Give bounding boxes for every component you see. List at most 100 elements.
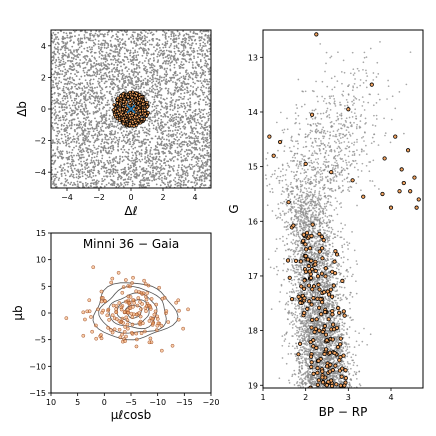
sky-field-star (144, 81, 147, 84)
sky-field-star (133, 159, 136, 162)
sky-field-star (101, 88, 104, 91)
sky-field-star (109, 168, 112, 171)
sky-field-star (152, 70, 155, 73)
sky-field-star (154, 167, 157, 170)
sky-field-star (91, 156, 93, 159)
sky-field-star (64, 139, 67, 142)
sky-field-star (65, 118, 68, 121)
sky-field-star (85, 41, 88, 44)
sky-field-star (196, 158, 199, 161)
sky-field-star (101, 177, 104, 180)
sky-field-star (70, 60, 73, 63)
sky-field-star (107, 67, 110, 70)
sky-field-star (146, 138, 149, 141)
sky-field-star (158, 93, 161, 96)
sky-field-star (100, 54, 103, 57)
sky-field-star (90, 168, 93, 171)
sky-field-star (128, 138, 131, 140)
sky-field-star (74, 111, 76, 114)
center-cross-mark (126, 104, 136, 114)
sky-field-star (179, 72, 181, 75)
sky-field-star (201, 91, 204, 94)
sky-field-star (117, 148, 119, 151)
sky-field-star (66, 162, 69, 165)
sky-field-star (86, 158, 89, 161)
sky-field-star (106, 59, 109, 62)
sky-field-star (131, 71, 134, 73)
sky-field-star (184, 41, 187, 44)
sky-field-star (134, 173, 136, 176)
sky-field-star (178, 106, 181, 109)
sky-field-star (70, 140, 73, 143)
sky-field-star (186, 159, 189, 162)
sky-field-star (94, 106, 96, 108)
sky-field-star (191, 166, 194, 168)
sky-field-star (80, 104, 83, 107)
sky-member-star (135, 115, 139, 120)
sky-field-star (193, 181, 196, 184)
sky-field-star (182, 80, 185, 83)
sky-field-star (207, 111, 210, 114)
sky-y-label: Δb (15, 101, 29, 117)
sky-field-star (68, 104, 71, 107)
sky-field-star (156, 48, 158, 51)
sky-field-star (51, 122, 54, 124)
sky-field-star (107, 78, 110, 81)
sky-field-star (132, 143, 134, 146)
sky-field-star (178, 152, 180, 154)
sky-field-star (60, 103, 63, 105)
sky-field-star (123, 52, 126, 55)
sky-field-star (91, 74, 94, 77)
sky-field-star (127, 155, 130, 158)
sky-field-star (54, 33, 57, 36)
sky-field-star (159, 86, 161, 89)
sky-field-star (94, 51, 97, 54)
pm-y-tick-label: 15 (36, 229, 46, 238)
sky-field-star (132, 171, 135, 174)
sky-field-star (139, 87, 142, 90)
sky-field-star (92, 35, 95, 38)
sky-field-star (70, 113, 73, 116)
sky-field-star (154, 92, 157, 95)
sky-field-star (147, 158, 150, 160)
sky-field-star (170, 135, 173, 138)
sky-member-star (118, 118, 122, 123)
sky-field-star (57, 141, 60, 144)
sky-field-star (151, 85, 153, 88)
sky-field-star (186, 169, 188, 172)
sky-field-star (185, 71, 187, 74)
sky-field-star (144, 173, 147, 176)
sky-field-star (128, 73, 131, 75)
sky-field-star (102, 62, 105, 64)
sky-field-star (79, 100, 81, 103)
sky-field-star (70, 124, 73, 127)
sky-field-star (112, 138, 115, 140)
sky-field-star (92, 41, 95, 44)
sky-field-star (145, 128, 148, 131)
sky-field-star (195, 143, 198, 146)
sky-field-star (71, 52, 73, 54)
sky-field-star (147, 60, 150, 63)
sky-field-star (122, 168, 125, 171)
sky-field-star (85, 116, 88, 119)
sky-field-star (57, 43, 60, 46)
sky-field-star (191, 128, 194, 130)
sky-field-star (156, 88, 159, 91)
sky-field-star (156, 149, 159, 151)
sky-field-star (208, 146, 210, 149)
sky-field-star (148, 116, 151, 119)
sky-field-star (169, 129, 172, 132)
sky-field-star (104, 149, 107, 152)
sky-field-star (79, 42, 81, 45)
sky-field-star (54, 70, 56, 73)
sky-field-star (91, 86, 93, 89)
sky-field-star (118, 49, 121, 51)
sky-field-star (184, 75, 187, 78)
sky-field-star (127, 166, 130, 169)
sky-field-star (169, 58, 172, 60)
pm-member-star (141, 321, 145, 326)
sky-field-star (170, 35, 173, 38)
sky-field-star (68, 93, 71, 95)
sky-y-tick-label: 4 (41, 42, 46, 51)
sky-field-star (183, 92, 186, 94)
